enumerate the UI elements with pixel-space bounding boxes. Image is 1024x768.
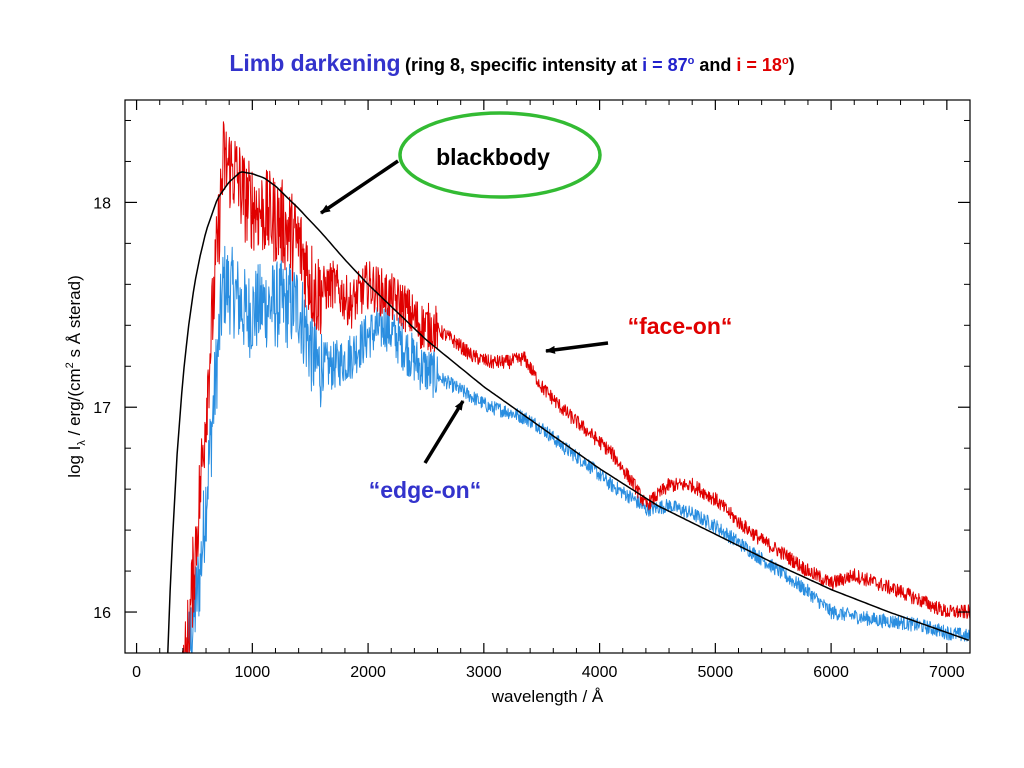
title-i-edge: i = 87o (642, 55, 695, 75)
series-line-edgeon (184, 245, 970, 653)
title-subtitle: (ring 8, specific intensity at i = 87o a… (405, 55, 795, 75)
x-tick-label: 4000 (582, 664, 618, 681)
series-line-faceon (182, 121, 970, 653)
x-tick-label: 2000 (350, 664, 386, 681)
x-tick-label: 6000 (813, 664, 849, 681)
face-on-label: “face-on“ (628, 313, 733, 339)
face-on-arrow (545, 341, 609, 354)
y-tick-label: 16 (93, 605, 111, 622)
y-tick-label: 17 (93, 400, 111, 417)
title-sub-prefix: (ring 8, specific intensity at (405, 55, 643, 75)
x-tick-label: 1000 (235, 664, 271, 681)
title-sub-suffix: ) (788, 55, 795, 75)
title-i-face: i = 18o (736, 55, 789, 75)
edge-on-label: “edge-on“ (369, 477, 481, 503)
x-tick-label: 0 (132, 664, 141, 681)
axes-layer: 0 1000 2000 3000 4000 5000 6000 7000 16 17 18 wavel… (64, 99, 971, 706)
blackbody-label: blackbody (436, 144, 550, 170)
y-axis-label: log Iλ / erg/(cm2 s Å sterad) (64, 275, 88, 477)
chart-title: Limb darkening (ring 8, specific intensi… (0, 50, 1024, 77)
blackbody-arrow (320, 159, 399, 215)
series-line-blackbody (167, 171, 970, 653)
blackbody-oval (398, 111, 602, 199)
y-tick-label: 18 (93, 195, 111, 212)
x-axis-label: wavelength / Å (491, 687, 604, 706)
title-and: and (694, 55, 737, 75)
title-main: Limb darkening (229, 50, 401, 76)
edge-on-arrow (423, 400, 465, 464)
x-tick-label: 3000 (466, 664, 502, 681)
annotation-layer: blackbody “face-on“ “edge-on“ (320, 111, 733, 503)
x-tick-label: 5000 (698, 664, 734, 681)
plot-frame (124, 99, 971, 654)
x-tick-label: 7000 (929, 664, 965, 681)
series-layer (167, 121, 970, 653)
